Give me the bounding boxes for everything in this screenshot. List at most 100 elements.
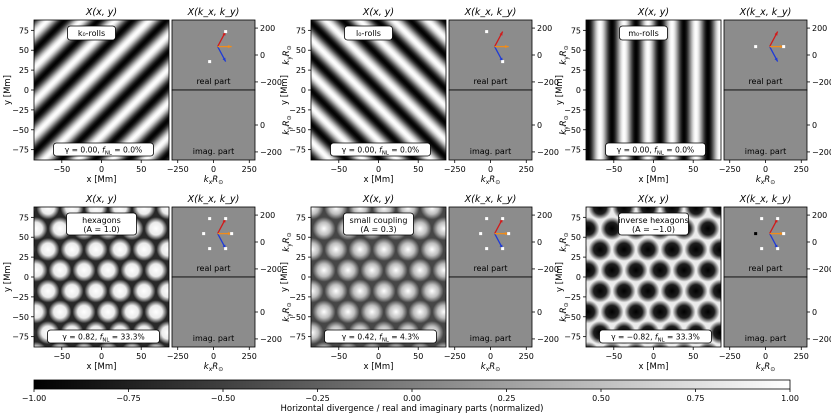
fourier-imag-inset [448, 89, 533, 161]
kx-tick-label: 250 [242, 352, 257, 361]
fourier-peak [501, 247, 505, 251]
x-tick-label: −50 [330, 352, 347, 361]
fourier-title: X(k_x, k_y) [187, 194, 240, 205]
y-tick-label: 25 [571, 66, 581, 75]
colorbar-tick-label: 0.00 [403, 394, 421, 403]
y-tick-label: −25 [289, 106, 306, 115]
gamma-label: γ = −0.82, fNL = 33.3% [611, 333, 700, 344]
fourier-peak [224, 30, 228, 34]
kx-tick-label: 0 [488, 165, 493, 174]
fourier-title: X(k_x, k_y) [739, 7, 792, 18]
x-tick-label: −50 [53, 352, 70, 361]
y-tick-label: 50 [296, 233, 306, 242]
fourier-peak [485, 30, 489, 34]
pattern-label-box [619, 25, 668, 41]
real-part-label: real part [196, 264, 230, 273]
x-tick-label: 0 [651, 165, 656, 174]
m-vector-head [779, 232, 784, 236]
fourier-real-inset [171, 206, 256, 278]
imag-part-label: imag. part [193, 147, 235, 156]
fourier-peak [208, 247, 212, 251]
panels: X(x, y) k₀-rolls γ = 0.00, fNL = 0.0% −50 0 5… [3, 7, 831, 373]
m-vector-head [504, 45, 509, 49]
kx-tick-label: 0 [211, 165, 216, 174]
ky-tick-label: 0 [537, 308, 542, 317]
x-tick-label: 0 [651, 352, 656, 361]
y-tick-label: −50 [289, 313, 306, 322]
ky-tick-label: −200 [812, 148, 831, 157]
fourier-peak [501, 217, 505, 221]
colorbar-tick-label: −0.75 [116, 394, 141, 403]
gamma-label: γ = 0.82, fNL = 33.3% [62, 333, 144, 344]
gamma-label: γ = 0.42, fNL = 4.3% [342, 333, 420, 344]
ky-tick-label: −200 [537, 335, 559, 344]
m-vector-head [779, 45, 784, 49]
x-tick-label: −50 [330, 165, 347, 174]
panel-3: X(x, y) m₀-rolls γ = 0.00, fNL = 0.0% −50 0 5… [555, 7, 831, 186]
y-tick-label: −25 [289, 293, 306, 302]
colorbar-tick-label: 0.25 [498, 394, 516, 403]
panel-4: X(x, y) hexagons(A = 1.0) γ = 0.82, fNL = … [3, 194, 293, 373]
y-tick-label: 25 [19, 253, 29, 262]
ky-axis-label: kyR⊙ [282, 302, 293, 321]
ky-tick-label: −200 [260, 78, 282, 87]
fourier-peak [202, 232, 206, 236]
pattern-amplitude: (A = 1.0) [83, 225, 119, 234]
y-tick-label: −25 [564, 106, 581, 115]
kx-tick-label: −250 [444, 165, 466, 174]
fourier-peak [485, 217, 489, 221]
kx-tick-label: 250 [519, 352, 534, 361]
y-axis-label: y [Mm] [3, 262, 13, 292]
ky-tick-label: 200 [812, 24, 827, 33]
kx-axis-label: kxR⊙ [204, 362, 223, 373]
panel-6: X(x, y) inverse hexagons(A = −1.0) γ = −0.… [555, 194, 831, 373]
pattern-label-box [66, 212, 137, 236]
fourier-title: X(k_x, k_y) [464, 194, 517, 205]
fourier-peak [782, 232, 786, 236]
ky-tick-label: 0 [812, 238, 817, 247]
gamma-box [324, 329, 437, 344]
y-tick-label: 50 [19, 46, 29, 55]
ky-tick-label: 0 [260, 121, 265, 130]
x-tick-label: 50 [688, 352, 698, 361]
real-part-label: real part [473, 264, 507, 273]
gamma-box [330, 142, 431, 157]
gamma-box [53, 142, 154, 157]
ky-tick-label: 0 [260, 238, 265, 247]
heatmap [310, 19, 447, 161]
gamma-label: γ = 0.00, fNL = 0.0% [617, 146, 695, 157]
gamma-label: γ = 0.00, fNL = 0.0% [65, 146, 143, 157]
fourier-imag-inset [723, 276, 808, 348]
ky-tick-label: −200 [812, 335, 831, 344]
kx-axis-label: kxR⊙ [756, 362, 775, 373]
x-tick-label: 50 [136, 352, 146, 361]
y-tick-label: −75 [12, 146, 29, 155]
fourier-peak [760, 247, 764, 251]
y-axis-label: y [Mm] [280, 75, 290, 105]
kx-tick-label: 250 [794, 352, 809, 361]
ky-tick-label: 0 [537, 51, 542, 60]
fourier-real-inset [448, 19, 533, 91]
y-tick-label: −50 [564, 313, 581, 322]
y-tick-label: 50 [296, 46, 306, 55]
fourier-peak [224, 217, 228, 221]
y-tick-label: −50 [12, 313, 29, 322]
imag-part-label: imag. part [193, 334, 235, 343]
m-vector-head [227, 45, 232, 49]
x-tick-label: 50 [136, 165, 146, 174]
l-vector-head [774, 57, 778, 62]
x-tick-label: 0 [376, 352, 381, 361]
colorbar: −1.00 −0.75 −0.50 −0.25 0.00 0.25 0.50 0.75 1.00… [22, 379, 799, 414]
fourier-real-inset [171, 19, 256, 91]
kx-tick-label: 250 [794, 165, 809, 174]
colorbar-tick-label: 0.75 [687, 394, 705, 403]
fourier-peak [776, 217, 780, 221]
x-axis-label: x [Mm] [87, 175, 117, 185]
real-space-title: X(x, y) [362, 194, 394, 205]
m-vector-head [504, 232, 509, 236]
k-vector-head [774, 31, 778, 36]
y-tick-label: 75 [296, 26, 306, 35]
y-tick-label: 0 [24, 86, 29, 95]
y-tick-label: 50 [571, 233, 581, 242]
y-axis-label: y [Mm] [3, 75, 13, 105]
